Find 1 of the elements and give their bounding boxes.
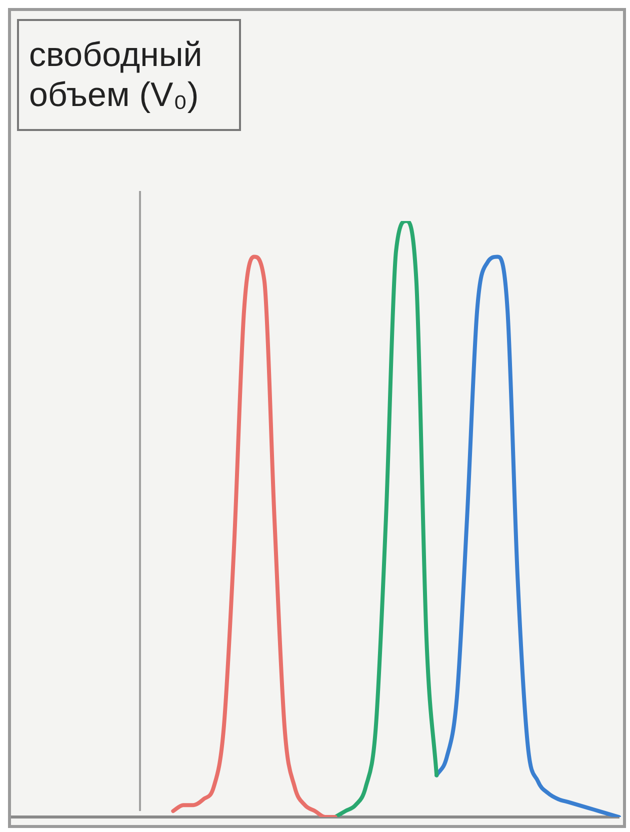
text: свободный объем (V₀) — [17, 19, 241, 131]
